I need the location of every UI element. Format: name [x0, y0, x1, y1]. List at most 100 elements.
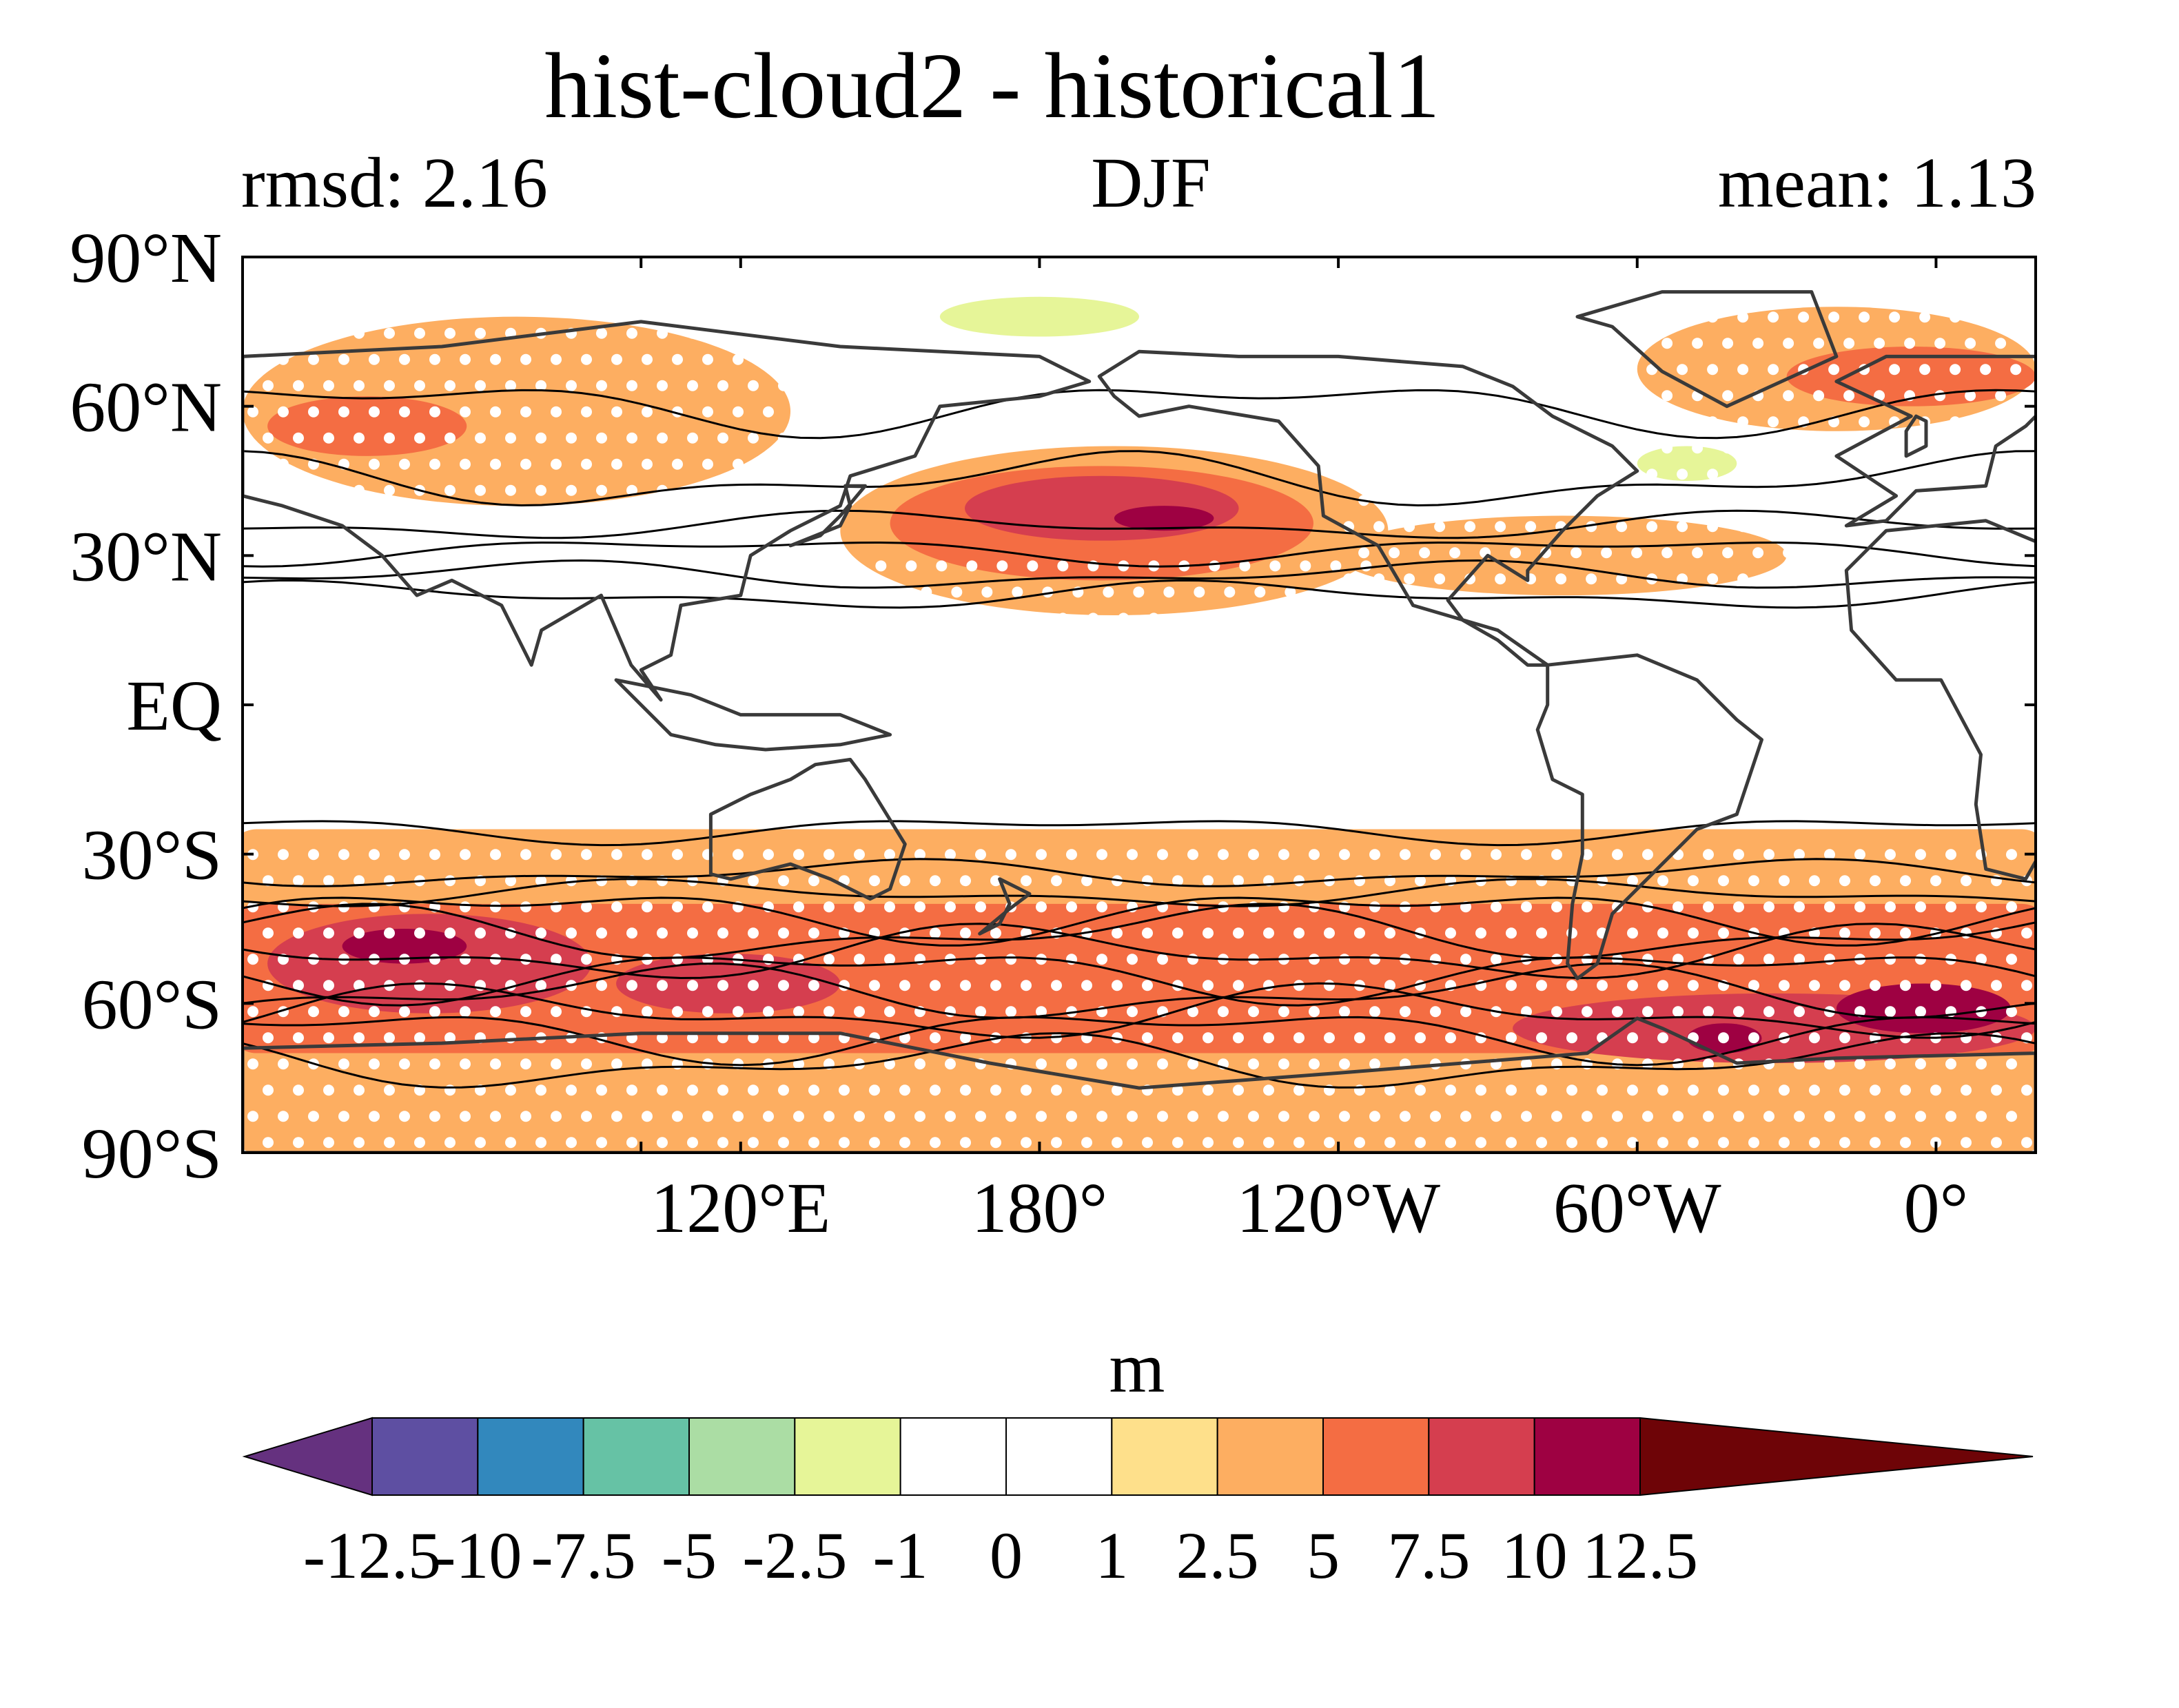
stipple-dot — [1233, 1137, 1244, 1149]
stipple-dot — [1889, 364, 1901, 375]
stipple-dot — [1854, 901, 1865, 913]
stipple-dot — [1646, 469, 1658, 480]
stipple-dot — [460, 954, 471, 965]
stipple-dot — [278, 301, 289, 313]
stipple-dot — [1510, 599, 1522, 611]
stipple-dot — [936, 560, 948, 572]
colorbar-unit-label: m — [1109, 1328, 1165, 1408]
stipple-dot — [1172, 1137, 1183, 1149]
stipple-dot — [1965, 599, 1976, 611]
colorbar-tick-label: -7.5 — [531, 1519, 636, 1592]
stipple-dot — [1961, 980, 1972, 991]
stipple-dot — [1224, 586, 1236, 598]
stipple-dot — [960, 875, 971, 887]
stipple-dot — [823, 849, 835, 861]
contour-line — [243, 559, 2036, 589]
stipple-dot — [1389, 547, 1400, 559]
stipple-dot — [1828, 311, 1840, 323]
stipple-dot — [429, 511, 440, 522]
stipple-dot — [748, 484, 759, 496]
stipple-dot — [733, 1111, 744, 1122]
stipple-dot — [1677, 521, 1688, 533]
stipple-dot — [1950, 311, 1961, 323]
stipple-dot — [687, 380, 698, 391]
stipple-dot — [1203, 875, 1214, 887]
stipple-dot — [733, 1058, 744, 1070]
stipple-dot — [717, 980, 728, 991]
stipple-dot — [748, 1084, 759, 1096]
stipple-dot — [490, 1006, 501, 1018]
stipple-dot — [1187, 954, 1198, 965]
stipple-dot — [951, 586, 963, 598]
stipple-dot — [1434, 364, 1446, 375]
stipple-dot — [869, 1137, 880, 1149]
stipple-dot — [535, 980, 546, 991]
colorbar-under-arrow — [242, 1417, 373, 1496]
stipple-dot — [793, 511, 804, 522]
stipple-dot — [1112, 980, 1123, 991]
stipple-dot — [808, 980, 819, 991]
stipple-dot — [1616, 469, 1628, 480]
stipple-dot — [384, 1032, 395, 1044]
stipple-dot — [763, 458, 774, 470]
stipple-dot — [1980, 364, 1992, 375]
stipple-dot — [1779, 1137, 1790, 1149]
stipple-dot — [1491, 849, 1502, 861]
stipple-dot — [1536, 1032, 1547, 1044]
stipple-dot — [1384, 1032, 1395, 1044]
stipple-dot — [657, 1084, 668, 1096]
stipple-dot — [1194, 586, 1205, 598]
stipple-dot — [1915, 1006, 1926, 1018]
coastline-eurasia — [1834, 354, 2036, 528]
stipple-dot — [1172, 875, 1183, 887]
stipple-dot — [1430, 849, 1441, 861]
stipple-dot — [1373, 416, 1385, 428]
stipple-dot — [1703, 849, 1714, 861]
stipple-dot — [1976, 1111, 1987, 1122]
stipple-dot — [369, 458, 380, 470]
stipple-dot — [1934, 390, 1946, 402]
stipple-dot — [414, 380, 425, 391]
stipple-dot — [657, 327, 668, 339]
stipple-dot — [1339, 954, 1350, 965]
stipple-dot — [1369, 1006, 1380, 1018]
stipple-dot — [657, 380, 668, 391]
stipple-dot — [1631, 599, 1643, 611]
stipple-dot — [1828, 521, 1840, 533]
stipple-dot — [1445, 1032, 1456, 1044]
map-panel: 90°N 60°N 30°N EQ 30°S 60°S 90°S 120°E 180° 120°W… — [70, 218, 2037, 1248]
stipple-dot — [1005, 849, 1016, 861]
stipple-dot — [1127, 1006, 1138, 1018]
stipple-dot — [1187, 1006, 1198, 1018]
stipple-dot — [1415, 1137, 1426, 1149]
stipple-dot — [1870, 1084, 1881, 1096]
coastline-africa — [1844, 519, 2036, 881]
contour-line — [243, 896, 2036, 947]
stipple-dot — [1839, 927, 1850, 939]
stipple-dot — [444, 875, 456, 887]
stipple-dot — [1118, 613, 1129, 624]
stipple-dot — [1677, 311, 1688, 323]
stipple-dot — [1900, 980, 1911, 991]
stipple-dot — [1601, 495, 1613, 506]
stipple-dot — [1885, 1058, 1896, 1070]
stipple-dot — [1737, 311, 1749, 323]
stipple-dot — [1919, 469, 1931, 480]
stipple-dot — [1021, 875, 1032, 887]
stipple-dot — [1540, 442, 1552, 454]
stipple-dot — [1057, 613, 1069, 624]
stipple-dot — [1661, 547, 1673, 559]
stipple-dot — [1870, 1137, 1881, 1149]
stipple-dot — [338, 849, 349, 861]
stipple-dot — [1768, 311, 1779, 323]
stipple-dot — [263, 1084, 274, 1096]
stipple-dot — [778, 1137, 789, 1149]
stipple-dot — [717, 484, 728, 496]
stipple-dot — [1661, 442, 1673, 454]
stipple-dot — [475, 380, 486, 391]
stipple-dot — [626, 380, 637, 391]
stipple-dot — [505, 380, 516, 391]
stipple-dot — [490, 849, 501, 861]
stipple-dot — [1945, 901, 1956, 913]
stipple-dot — [1475, 927, 1486, 939]
